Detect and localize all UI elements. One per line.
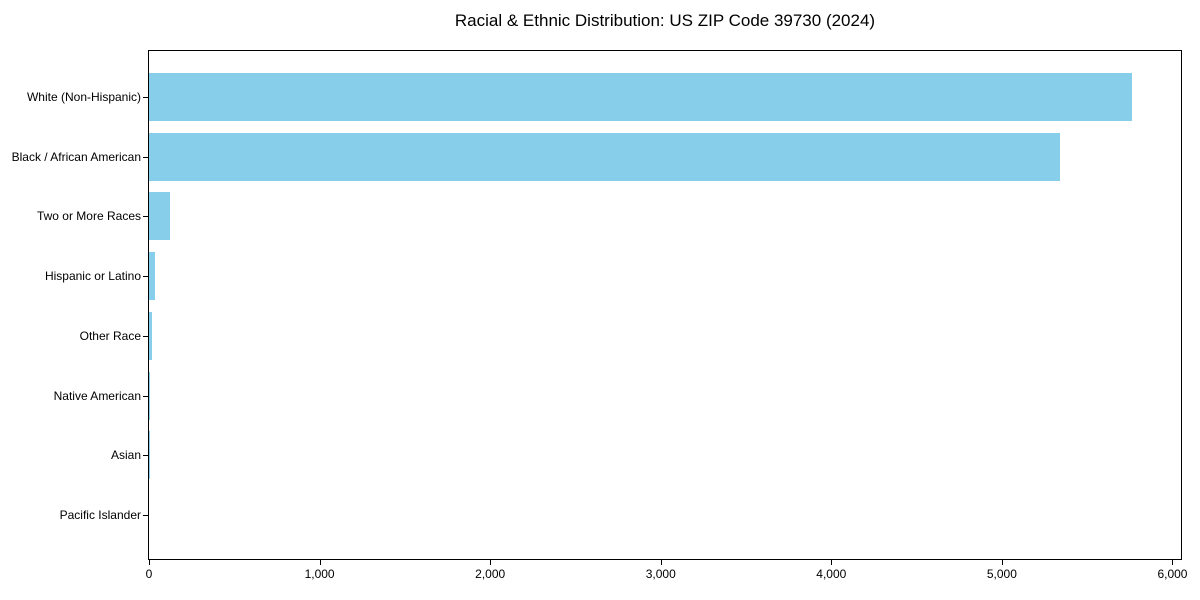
x-tick-label: 4,000 [816,567,847,581]
y-tick-label: Black / African American [11,149,141,164]
x-tick-mark [490,560,492,565]
x-tick-mark [831,560,833,565]
x-tick-mark [1001,560,1003,565]
x-tick-mark [1172,560,1174,565]
bar [149,252,155,301]
x-tick-label: 5,000 [986,567,1017,581]
chart-title: Racial & Ethnic Distribution: US ZIP Cod… [454,11,876,30]
bar [149,192,171,241]
x-tick-mark [660,560,662,565]
y-tick-label: Two or More Races [36,209,141,224]
y-tick-mark [143,216,148,218]
x-tick-label: 6,000 [1157,567,1188,581]
y-tick-label: White (Non-Hispanic) [26,90,141,104]
y-tick-mark [143,156,148,158]
y-tick-mark [143,276,148,278]
x-tick-mark [149,560,150,565]
y-tick-mark [143,455,148,457]
y-tick-label: Native American [53,388,141,403]
bar [149,132,1060,181]
y-tick-mark [143,97,148,98]
bar [149,311,152,360]
x-tick-label: 0 [145,567,153,581]
y-tick-mark [143,395,148,397]
y-tick-mark [143,514,148,516]
y-tick-mark [143,335,148,337]
y-tick-label: Pacific Islander [59,507,141,522]
plot-area [148,50,1182,560]
x-tick-label: 1,000 [304,567,335,581]
x-tick-label: 3,000 [645,567,676,581]
x-tick-label: 2,000 [475,567,506,581]
y-tick-label: Asian [110,448,141,463]
x-tick-mark [319,560,321,565]
y-tick-label: Other Race [79,328,141,343]
bar [149,371,150,420]
y-tick-label: Hispanic or Latino [44,269,141,284]
bar [149,73,1132,121]
